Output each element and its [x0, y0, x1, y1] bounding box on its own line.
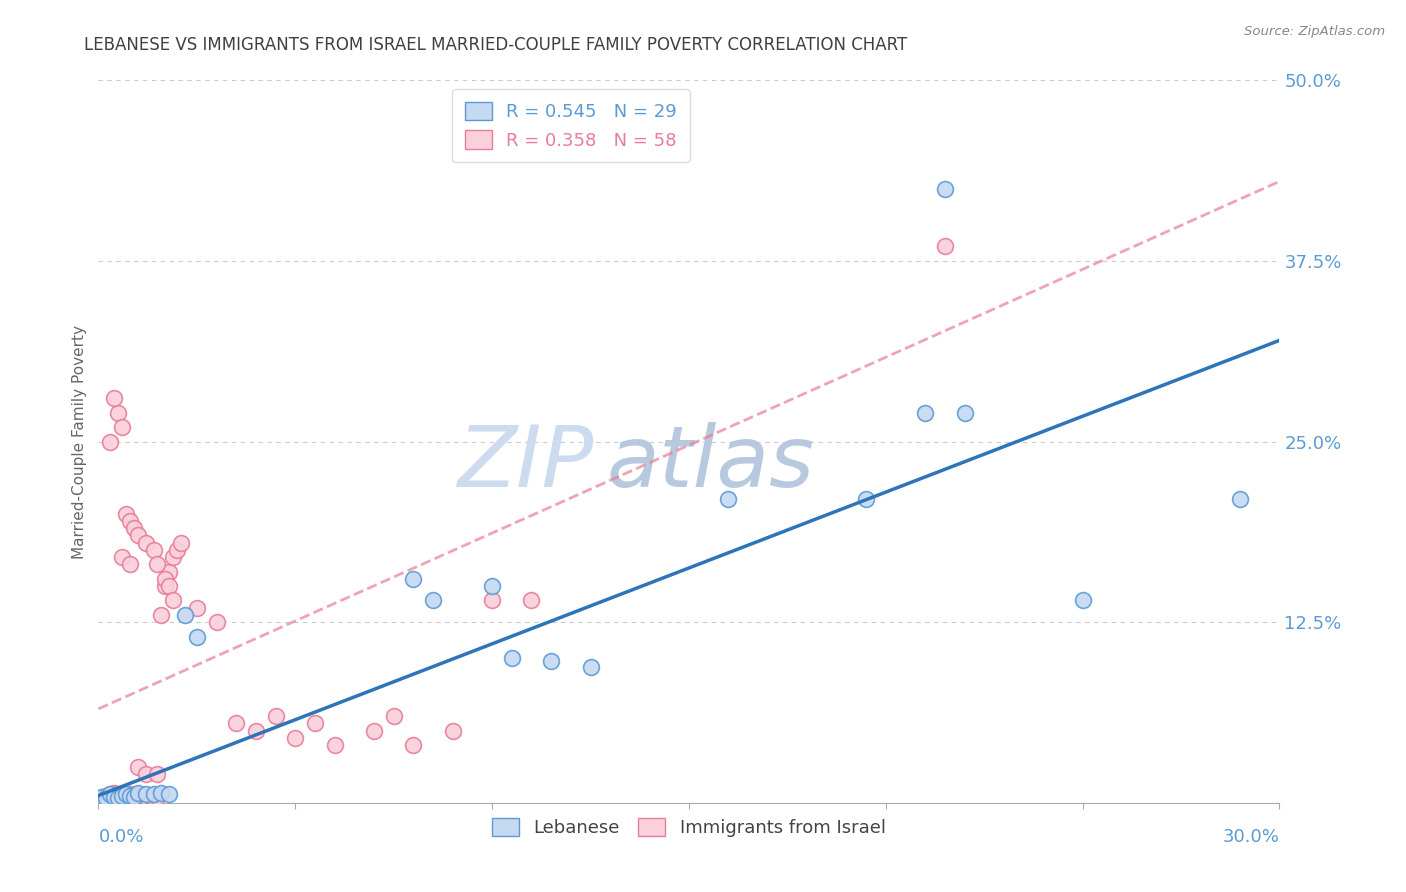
Point — [131, 789, 153, 803]
Point — [363, 723, 385, 738]
Point — [115, 787, 138, 801]
Text: atlas: atlas — [606, 422, 814, 505]
Point — [422, 593, 444, 607]
Text: ZIP: ZIP — [458, 422, 595, 505]
Point — [118, 789, 141, 803]
Point — [103, 790, 125, 805]
Point — [135, 790, 157, 805]
Point — [127, 528, 149, 542]
Point — [934, 182, 956, 196]
Point — [146, 790, 169, 805]
Point — [205, 615, 228, 630]
Point — [107, 406, 129, 420]
Point — [103, 789, 125, 803]
Point — [142, 791, 165, 805]
Point — [96, 791, 118, 805]
Point — [166, 542, 188, 557]
Point — [481, 593, 503, 607]
Point — [225, 716, 247, 731]
Point — [540, 654, 562, 668]
Point — [98, 787, 121, 801]
Point — [481, 579, 503, 593]
Point — [111, 550, 134, 565]
Point — [122, 790, 145, 805]
Point — [150, 786, 173, 800]
Point — [155, 579, 177, 593]
Point — [96, 789, 118, 803]
Point — [162, 550, 184, 565]
Text: 0.0%: 0.0% — [98, 828, 143, 847]
Point — [118, 558, 141, 572]
Point — [501, 651, 523, 665]
Point — [146, 558, 169, 572]
Point — [115, 790, 138, 805]
Point — [1229, 492, 1251, 507]
Point — [115, 507, 138, 521]
Point — [127, 760, 149, 774]
Legend: Lebanese, Immigrants from Israel: Lebanese, Immigrants from Israel — [485, 811, 893, 845]
Point — [142, 787, 165, 801]
Point — [118, 787, 141, 801]
Point — [91, 790, 114, 805]
Point — [103, 391, 125, 405]
Point — [111, 420, 134, 434]
Point — [150, 607, 173, 622]
Point — [111, 789, 134, 803]
Point — [98, 791, 121, 805]
Text: 30.0%: 30.0% — [1223, 828, 1279, 847]
Point — [914, 406, 936, 420]
Point — [122, 521, 145, 535]
Point — [138, 789, 160, 803]
Point — [157, 565, 180, 579]
Point — [170, 535, 193, 549]
Point — [186, 630, 208, 644]
Text: LEBANESE VS IMMIGRANTS FROM ISRAEL MARRIED-COUPLE FAMILY POVERTY CORRELATION CHA: LEBANESE VS IMMIGRANTS FROM ISRAEL MARRI… — [84, 36, 908, 54]
Point — [304, 716, 326, 731]
Point — [118, 514, 141, 528]
Point — [122, 790, 145, 805]
Point — [717, 492, 740, 507]
Point — [157, 787, 180, 801]
Point — [111, 789, 134, 803]
Point — [382, 709, 405, 723]
Point — [91, 790, 114, 805]
Point — [934, 239, 956, 253]
Point — [402, 738, 425, 752]
Point — [264, 709, 287, 723]
Point — [855, 492, 877, 507]
Point — [520, 593, 543, 607]
Point — [107, 787, 129, 801]
Point — [96, 791, 118, 805]
Point — [323, 738, 346, 752]
Point — [174, 607, 197, 622]
Point — [103, 786, 125, 800]
Point — [402, 572, 425, 586]
Point — [142, 542, 165, 557]
Point — [1071, 593, 1094, 607]
Point — [245, 723, 267, 738]
Point — [579, 660, 602, 674]
Point — [953, 406, 976, 420]
Point — [107, 791, 129, 805]
Text: Source: ZipAtlas.com: Source: ZipAtlas.com — [1244, 25, 1385, 38]
Point — [135, 787, 157, 801]
Point — [98, 787, 121, 801]
Point — [146, 767, 169, 781]
Y-axis label: Married-Couple Family Poverty: Married-Couple Family Poverty — [72, 325, 87, 558]
Point — [135, 767, 157, 781]
Point — [135, 535, 157, 549]
Point — [155, 572, 177, 586]
Point — [284, 731, 307, 745]
Point — [127, 786, 149, 800]
Point — [127, 787, 149, 801]
Point — [162, 593, 184, 607]
Point — [157, 579, 180, 593]
Point — [186, 600, 208, 615]
Point — [107, 791, 129, 805]
Point — [441, 723, 464, 738]
Point — [98, 434, 121, 449]
